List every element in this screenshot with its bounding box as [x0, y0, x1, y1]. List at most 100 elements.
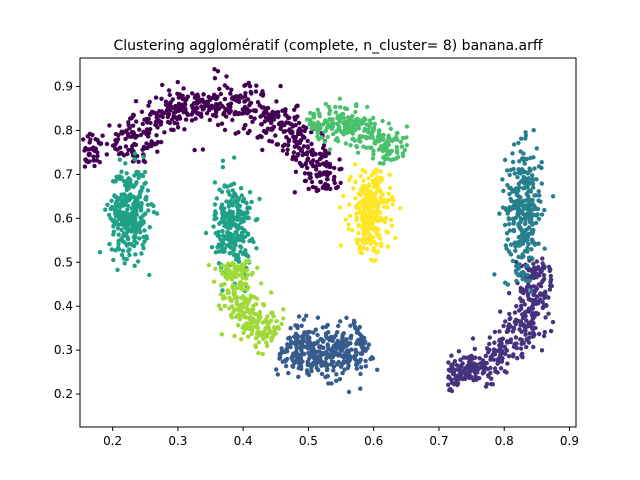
scatter-point-cluster-6: [236, 312, 241, 318]
scatter-point-cluster-4: [231, 247, 237, 252]
scatter-point-cluster-7: [358, 250, 363, 255]
scatter-point-cluster-4: [230, 232, 235, 238]
scatter-point-cluster-5: [315, 107, 320, 113]
scatter-point-cluster-3: [516, 167, 521, 172]
scatter-point-cluster-1: [491, 357, 496, 362]
scatter-point-cluster-0: [280, 148, 286, 153]
scatter-point-cluster-5: [354, 102, 359, 107]
scatter-point-cluster-6: [246, 334, 251, 339]
scatter-point-cluster-1: [460, 376, 465, 382]
scatter-point-cluster-7: [369, 204, 374, 210]
scatter-point-cluster-0: [104, 152, 110, 157]
scatter-point-cluster-4: [111, 257, 116, 263]
scatter-point-cluster-0: [201, 92, 206, 97]
scatter-point-cluster-7: [390, 202, 395, 207]
scatter-point-cluster-2: [301, 317, 307, 322]
scatter-point-cluster-1: [510, 329, 515, 334]
scatter-point-cluster-0: [175, 125, 181, 130]
scatter-point-cluster-6: [220, 296, 226, 301]
scatter-point-cluster-0: [123, 144, 129, 149]
scatter-point-cluster-7: [387, 185, 393, 191]
scatter-point-cluster-7: [356, 230, 361, 236]
scatter-point-cluster-7: [380, 192, 385, 197]
scatter-point-cluster-1: [503, 319, 508, 324]
scatter-point-cluster-1: [522, 327, 528, 332]
scatter-point-cluster-7: [353, 179, 358, 184]
scatter-point-cluster-6: [270, 310, 275, 315]
scatter-point-cluster-2: [340, 332, 345, 338]
scatter-point-cluster-3: [521, 236, 526, 241]
scatter-point-cluster-3: [517, 239, 522, 245]
scatter-point-cluster-2: [315, 315, 321, 320]
scatter-point-cluster-5: [349, 118, 354, 123]
scatter-point-cluster-7: [371, 184, 376, 190]
scatter-point-cluster-7: [390, 194, 395, 200]
scatter-point-cluster-0: [116, 133, 121, 138]
scatter-point-cluster-1: [512, 310, 518, 315]
scatter-point-cluster-6: [222, 282, 227, 287]
scatter-point-cluster-2: [309, 368, 314, 374]
scatter-point-cluster-0: [257, 103, 262, 108]
scatter-point-cluster-4: [133, 235, 138, 240]
scatter-point-cluster-0: [142, 159, 148, 165]
scatter-point-cluster-0: [100, 133, 105, 138]
scatter-point-cluster-2: [366, 342, 372, 347]
scatter-point-cluster-4: [232, 155, 237, 160]
scatter-point-cluster-4: [247, 190, 253, 195]
scatter-point-cluster-2: [286, 370, 291, 376]
scatter-point-cluster-6: [249, 331, 254, 336]
scatter-point-cluster-0: [308, 160, 314, 165]
scatter-point-cluster-4: [240, 236, 245, 241]
scatter-point-cluster-4: [247, 238, 252, 244]
scatter-point-cluster-0: [249, 91, 254, 96]
scatter-point-cluster-4: [123, 210, 128, 216]
scatter-point-cluster-1: [533, 310, 539, 316]
scatter-point-cluster-4: [220, 207, 225, 213]
scatter-point-cluster-4: [218, 220, 223, 225]
scatter-point-cluster-0: [261, 112, 266, 117]
scatter-point-cluster-5: [381, 143, 387, 149]
scatter-point-cluster-1: [458, 371, 463, 376]
scatter-point-cluster-6: [246, 324, 251, 329]
scatter-point-cluster-0: [250, 119, 255, 125]
scatter-point-cluster-1: [480, 371, 486, 376]
scatter-point-cluster-2: [341, 345, 346, 350]
scatter-point-cluster-4: [126, 241, 132, 246]
scatter-point-cluster-5: [373, 141, 378, 146]
scatter-point-cluster-7: [338, 243, 343, 248]
scatter-point-cluster-0: [242, 123, 248, 128]
scatter-point-cluster-4: [133, 252, 138, 257]
scatter-point-cluster-3: [535, 206, 541, 212]
scatter-point-cluster-1: [525, 291, 531, 297]
scatter-point-cluster-3: [505, 237, 511, 242]
scatter-point-cluster-2: [354, 366, 359, 371]
scatter-point-cluster-0: [309, 130, 314, 135]
scatter-point-cluster-3: [523, 198, 528, 203]
scatter-point-cluster-4: [135, 201, 140, 206]
scatter-point-cluster-6: [270, 335, 275, 340]
scatter-point-cluster-6: [236, 323, 241, 328]
scatter-point-cluster-0: [245, 130, 251, 136]
scatter-point-cluster-6: [249, 272, 254, 277]
scatter-point-cluster-3: [539, 181, 544, 186]
scatter-point-cluster-6: [248, 293, 253, 298]
scatter-point-cluster-0: [284, 151, 290, 156]
scatter-point-cluster-0: [91, 147, 96, 152]
scatter-point-cluster-4: [108, 216, 113, 221]
scatter-point-cluster-2: [289, 341, 294, 346]
scatter-point-cluster-2: [280, 349, 285, 354]
scatter-point-cluster-0: [263, 130, 269, 135]
scatter-point-cluster-0: [309, 152, 315, 157]
scatter-point-cluster-1: [511, 344, 517, 349]
scatter-point-cluster-4: [126, 182, 132, 187]
scatter-point-cluster-6: [239, 337, 244, 342]
scatter-point-cluster-3: [527, 166, 532, 171]
scatter-point-cluster-2: [334, 378, 339, 383]
scatter-point-cluster-7: [384, 229, 389, 234]
scatter-point-cluster-0: [154, 133, 159, 138]
scatter-point-cluster-2: [312, 341, 317, 346]
scatter-point-cluster-2: [324, 350, 329, 356]
scatter-point-cluster-1: [526, 340, 532, 345]
scatter-point-cluster-6: [239, 268, 244, 274]
scatter-point-cluster-1: [504, 347, 509, 353]
